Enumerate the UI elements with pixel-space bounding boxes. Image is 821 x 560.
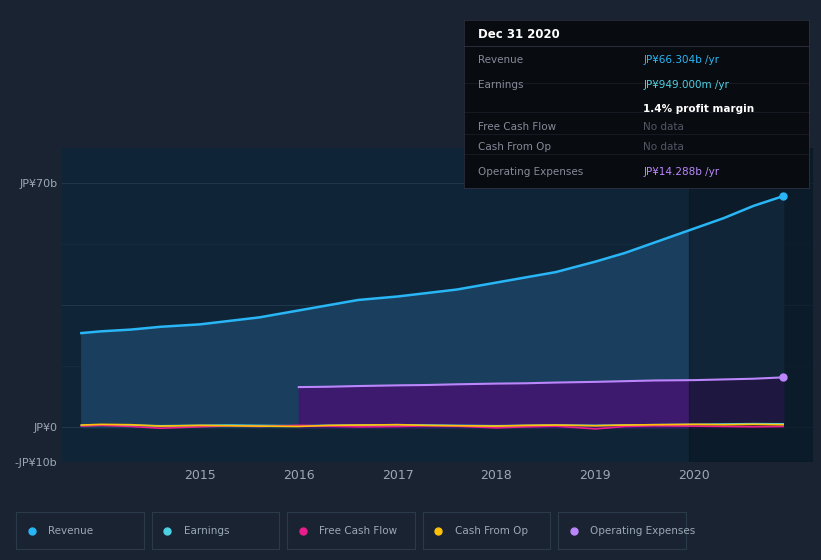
Text: Operating Expenses: Operating Expenses xyxy=(590,526,695,535)
Text: JP¥949.000m /yr: JP¥949.000m /yr xyxy=(643,80,729,90)
Text: No data: No data xyxy=(643,122,684,132)
Text: Free Cash Flow: Free Cash Flow xyxy=(319,526,397,535)
Text: Earnings: Earnings xyxy=(478,80,523,90)
Text: Free Cash Flow: Free Cash Flow xyxy=(478,122,556,132)
Text: Cash From Op: Cash From Op xyxy=(478,142,551,152)
Text: No data: No data xyxy=(643,142,684,152)
Text: Cash From Op: Cash From Op xyxy=(455,526,528,535)
Text: Revenue: Revenue xyxy=(48,526,94,535)
Text: JP¥14.288b /yr: JP¥14.288b /yr xyxy=(643,167,719,178)
Bar xyxy=(690,148,813,462)
Text: Operating Expenses: Operating Expenses xyxy=(478,167,583,178)
Text: Revenue: Revenue xyxy=(478,55,523,65)
Text: JP¥66.304b /yr: JP¥66.304b /yr xyxy=(643,55,719,65)
Text: 1.4% profit margin: 1.4% profit margin xyxy=(643,104,754,114)
Text: Dec 31 2020: Dec 31 2020 xyxy=(478,28,559,41)
Text: Earnings: Earnings xyxy=(184,526,229,535)
